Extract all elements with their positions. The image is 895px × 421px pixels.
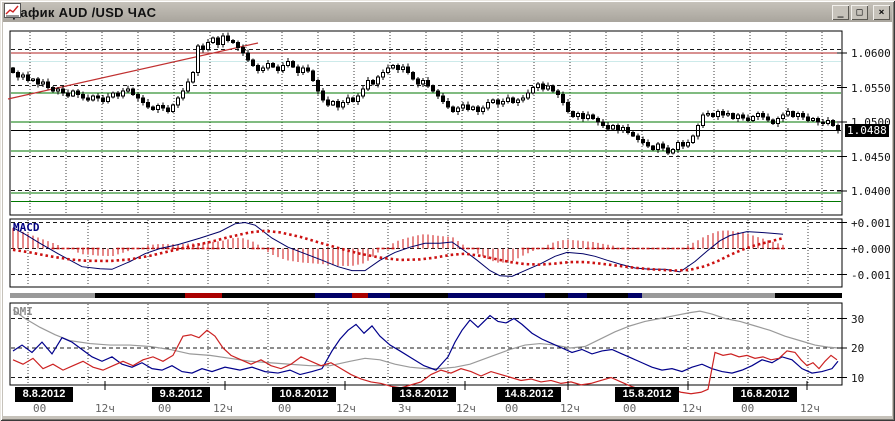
price-axis-label: 1.0400 [851, 185, 891, 198]
date-badge: 14.8.2012 [497, 387, 561, 402]
time-label: 12ч [213, 402, 233, 415]
time-label: 00 [623, 402, 637, 415]
title-bar[interactable]: График AUD /USD ЧАС _ □ × [3, 3, 892, 22]
macd-panel-title: MACD [13, 221, 40, 234]
dmi-axis-label: 20 [851, 342, 865, 355]
date-badge: 15.8.2012 [615, 387, 679, 402]
time-label: 12ч [800, 402, 820, 415]
macd-axis-label: +0.000 [851, 242, 891, 256]
time-label: 12ч [456, 402, 476, 415]
chart-client-area[interactable]: MACD DMI 1.0600 1.0550 1.0500 1.0450 1.0400 1… [3, 22, 892, 416]
dmi-axis-label: 30 [851, 312, 865, 326]
minimize-button[interactable]: _ [832, 5, 849, 20]
time-label: 00 [741, 402, 755, 415]
maximize-button[interactable]: □ [851, 5, 868, 20]
date-badge: 8.8.2012 [15, 387, 73, 402]
time-label: 12ч [336, 402, 356, 415]
date-badge: 10.8.2012 [272, 387, 336, 402]
date-badge: 9.8.2012 [152, 387, 210, 402]
time-label: 12ч [682, 402, 702, 415]
chart-canvas[interactable] [3, 22, 892, 416]
macd-axis-label: -0.001 [851, 268, 891, 282]
close-button[interactable]: × [873, 5, 890, 20]
time-label: 3ч [398, 402, 412, 415]
time-label: 12ч [95, 402, 115, 415]
time-label: 00 [278, 402, 292, 415]
dmi-panel-title: DMI [13, 305, 33, 318]
time-label: 00 [33, 402, 47, 415]
macd-axis-label: +0.001 [851, 216, 891, 230]
app-icon [4, 3, 21, 18]
price-axis-label: 1.0600 [851, 47, 891, 60]
date-badge: 13.8.2012 [392, 387, 456, 402]
price-axis-label: 1.0550 [851, 81, 891, 95]
price-axis-label: 1.0450 [851, 150, 891, 164]
window-title: График AUD /USD ЧАС [5, 5, 157, 20]
dmi-axis-label: 10 [851, 371, 865, 385]
current-price-badge: 1.0488 [845, 123, 889, 137]
date-badge: 16.8.2012 [733, 387, 797, 402]
time-label: 12ч [560, 402, 580, 415]
time-label: 00 [505, 402, 519, 415]
time-label: 00 [158, 402, 172, 415]
